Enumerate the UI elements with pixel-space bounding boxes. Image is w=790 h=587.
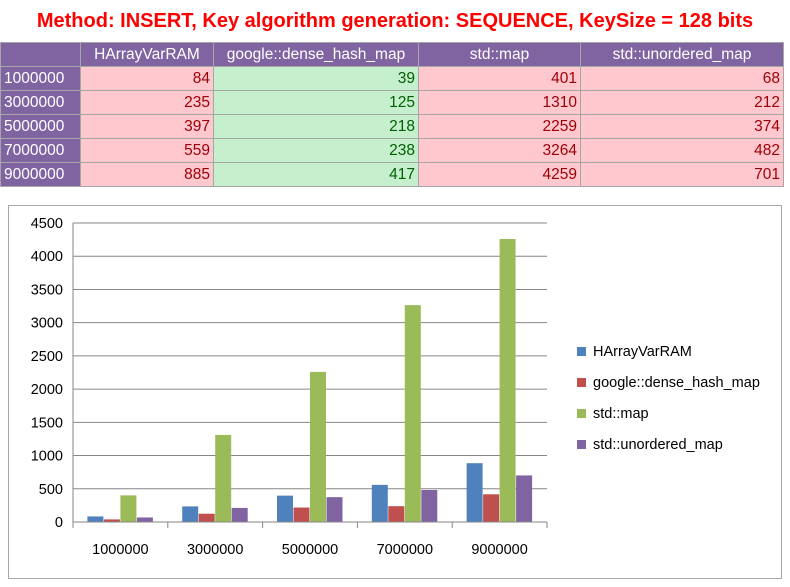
legend-label: google::dense_hash_map <box>593 374 760 391</box>
legend-label: std::unordered_map <box>593 436 723 453</box>
bar <box>310 371 326 522</box>
legend-swatch <box>577 409 586 418</box>
page-title: Method: INSERT, Key algorithm generation… <box>36 10 754 32</box>
table-cell[interactable]: 397 <box>80 114 214 139</box>
table-cell[interactable]: 701 <box>580 162 784 187</box>
legend-item[interactable]: google::dense_hash_map <box>577 367 777 398</box>
y-tick-label: 2000 <box>31 382 63 398</box>
table-cell[interactable]: 39 <box>213 66 419 91</box>
y-tick-label: 4000 <box>31 249 63 265</box>
row-label[interactable]: 9000000 <box>0 162 81 187</box>
table-cell[interactable]: 125 <box>213 90 419 115</box>
table-cell[interactable]: 212 <box>580 90 784 115</box>
y-tick-label: 1000 <box>31 449 63 465</box>
table-cell[interactable]: 401 <box>418 66 581 91</box>
x-tick-label: 5000000 <box>282 542 338 558</box>
x-tick-label: 9000000 <box>471 542 527 558</box>
bar <box>421 489 438 522</box>
table-row: 3000000 235 125 1310 212 <box>0 90 784 115</box>
table-cell[interactable]: 2259 <box>418 114 581 139</box>
chart-plot-area: 0 500 1000 1500 2000 2500 3000 3500 4000 4500 1000… <box>31 216 548 558</box>
table-cell[interactable]: 885 <box>80 162 214 187</box>
table-row: 1000000 84 39 401 68 <box>0 66 784 91</box>
bar-chart[interactable]: 0 500 1000 1500 2000 2500 3000 3500 4000 4500 1000… <box>8 205 782 579</box>
bar <box>466 463 483 522</box>
bar <box>120 495 137 522</box>
y-tick-label: 2500 <box>31 349 63 365</box>
row-label[interactable]: 3000000 <box>0 90 81 115</box>
bar <box>293 507 310 522</box>
bar <box>182 506 199 522</box>
legend-item[interactable]: std::unordered_map <box>577 429 777 460</box>
table-cell[interactable]: 84 <box>80 66 214 91</box>
y-tick-label: 0 <box>55 515 63 531</box>
table-cell[interactable]: 417 <box>213 162 419 187</box>
x-tick-label: 3000000 <box>187 542 243 558</box>
table-cell[interactable]: 235 <box>80 90 214 115</box>
table-cell[interactable]: 4259 <box>418 162 581 187</box>
legend-swatch <box>577 347 586 356</box>
table-cell[interactable]: 3264 <box>418 138 581 163</box>
bar <box>516 475 533 522</box>
y-tick-label: 1500 <box>31 415 63 431</box>
y-tick-label: 3500 <box>31 282 63 298</box>
y-tick-label: 3000 <box>31 316 63 332</box>
bar <box>371 484 388 522</box>
bar <box>404 305 421 522</box>
table-cell[interactable]: 218 <box>213 114 419 139</box>
column-header-unordered-map[interactable]: std::unordered_map <box>580 42 784 67</box>
table-cell[interactable]: 1310 <box>418 90 581 115</box>
column-header-harrayvarram[interactable]: HArrayVarRAM <box>80 42 214 67</box>
bar <box>277 495 293 522</box>
column-header-std-map[interactable]: std::map <box>418 42 581 67</box>
bar <box>215 434 232 522</box>
table-row: 5000000 397 218 2259 374 <box>0 114 784 139</box>
legend-item[interactable]: HArrayVarRAM <box>577 336 777 367</box>
bar <box>198 513 215 522</box>
bar <box>87 516 104 522</box>
bar <box>483 494 500 522</box>
legend-item[interactable]: std::map <box>577 398 777 429</box>
legend-swatch <box>577 440 586 449</box>
row-label[interactable]: 1000000 <box>0 66 81 91</box>
y-tick-label: 500 <box>39 482 63 498</box>
bar <box>499 239 516 522</box>
x-tick-label: 1000000 <box>92 542 148 558</box>
legend-label: HArrayVarRAM <box>593 343 692 360</box>
column-header-dense-hash-map[interactable]: google::dense_hash_map <box>213 42 419 67</box>
table-cell[interactable]: 559 <box>80 138 214 163</box>
bar <box>103 519 120 522</box>
bar <box>326 497 343 522</box>
table-header-row: HArrayVarRAM google::dense_hash_map std:… <box>0 42 784 67</box>
y-tick-label: 4500 <box>31 216 63 232</box>
legend-label: std::map <box>593 405 649 422</box>
x-tick-label: 7000000 <box>377 542 433 558</box>
row-label[interactable]: 7000000 <box>0 138 81 163</box>
row-label[interactable]: 5000000 <box>0 114 81 139</box>
bar <box>231 507 248 522</box>
legend-swatch <box>577 378 586 387</box>
bar <box>388 506 405 522</box>
table-cell[interactable]: 374 <box>580 114 784 139</box>
table-row: 9000000 885 417 4259 701 <box>0 162 784 187</box>
table-cell[interactable]: 238 <box>213 138 419 163</box>
table-cell[interactable]: 68 <box>580 66 784 91</box>
table-row: 7000000 559 238 3264 482 <box>0 138 784 163</box>
table-cell[interactable]: 482 <box>580 138 784 163</box>
bar <box>136 517 153 522</box>
table-corner-cell <box>0 42 81 67</box>
results-table: HArrayVarRAM google::dense_hash_map std:… <box>0 42 784 187</box>
